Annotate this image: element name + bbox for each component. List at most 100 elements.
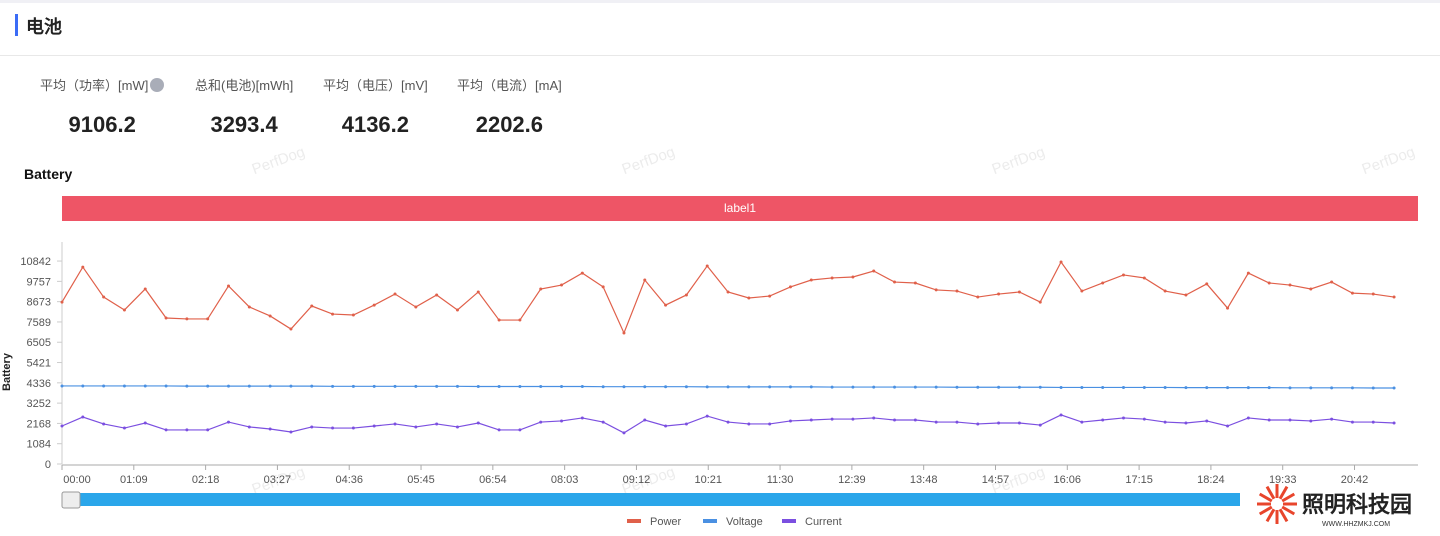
data-point (206, 317, 210, 321)
y-tick-label: 9757 (27, 276, 51, 288)
data-point (913, 385, 917, 389)
data-point (497, 385, 501, 389)
data-point (518, 428, 522, 432)
series-line (61, 260, 1395, 335)
data-point (1392, 295, 1396, 299)
data-point (1267, 386, 1271, 390)
data-point (1246, 271, 1250, 275)
y-tick-label: 3252 (27, 398, 51, 410)
data-point (830, 417, 834, 421)
legend-swatch (627, 519, 641, 523)
data-point (539, 420, 543, 424)
y-tick-label: 6505 (27, 337, 51, 349)
data-point (539, 287, 543, 291)
data-point (768, 385, 772, 389)
data-point (268, 384, 272, 388)
data-point (997, 385, 1001, 389)
data-point (372, 424, 376, 428)
data-point (206, 384, 210, 388)
data-point (143, 421, 147, 425)
data-point (851, 417, 855, 421)
y-tick-label: 4336 (27, 378, 51, 390)
data-point (1038, 300, 1042, 304)
data-point (1205, 419, 1209, 423)
x-tick-label: 14:57 (982, 474, 1010, 486)
data-point (1059, 413, 1063, 417)
data-point (289, 430, 293, 434)
logo-ray (1258, 492, 1273, 503)
data-point (747, 385, 751, 389)
top-border (0, 0, 1440, 3)
chart-title: Battery (24, 166, 72, 182)
stat: 总和(电池)[mWh] 3293.4 (195, 75, 293, 138)
logo-ray (1265, 508, 1276, 523)
data-point (102, 422, 106, 426)
y-tick-label: 1084 (27, 439, 51, 451)
stat-value: 4136.2 (341, 112, 410, 137)
data-point (289, 327, 293, 331)
data-point (1142, 276, 1146, 280)
data-point (1267, 418, 1271, 422)
data-point (1371, 292, 1375, 296)
data-point (1205, 282, 1209, 286)
x-tick-label: 19:33 (1269, 474, 1297, 486)
data-point (955, 289, 959, 293)
data-point (227, 420, 231, 424)
data-point (227, 284, 231, 288)
x-tick-label: 02:18 (192, 474, 220, 486)
data-point (580, 385, 584, 389)
x-tick-label: 13:48 (910, 474, 938, 486)
stat-value: 2202.6 (475, 112, 544, 137)
data-point (206, 428, 210, 432)
help-icon[interactable] (150, 78, 165, 92)
data-point (102, 295, 106, 299)
data-point (143, 384, 147, 388)
data-point (768, 422, 772, 426)
data-point (393, 422, 397, 426)
data-point (788, 285, 792, 289)
data-point (601, 420, 605, 424)
data-point (247, 305, 251, 309)
data-point (643, 385, 647, 389)
data-point (476, 290, 480, 294)
data-point (1142, 385, 1146, 389)
stat-label: 平均（电流）[mA] (457, 78, 562, 93)
data-point (1017, 421, 1021, 425)
data-point (851, 385, 855, 389)
annotation-band (62, 196, 1418, 221)
data-point (601, 285, 605, 289)
slider-handle[interactable] (61, 491, 81, 509)
data-point (643, 418, 647, 422)
data-point (310, 384, 314, 388)
data-point (476, 421, 480, 425)
y-tick-label: 8673 (27, 297, 51, 309)
legend-swatch (703, 519, 717, 523)
data-point (1038, 423, 1042, 427)
stat-label: 平均（电压）[mV] (323, 78, 428, 93)
page-title: 电池 (26, 17, 62, 37)
y-tick-label: 10842 (20, 256, 51, 268)
data-point (872, 385, 876, 389)
data-point (1184, 386, 1188, 390)
data-point (1101, 281, 1105, 285)
data-point (747, 422, 751, 426)
stat: 平均（电压）[mV] 4136.2 (323, 75, 428, 138)
stat-label: 总和(电池)[mWh] (195, 78, 294, 93)
data-point (1142, 417, 1146, 421)
x-tick-label: 03:27 (264, 474, 292, 486)
data-point (1392, 421, 1396, 425)
data-point (1121, 416, 1125, 420)
data-point (60, 300, 64, 304)
data-point (1163, 385, 1167, 389)
title-accent (15, 14, 18, 36)
data-point (164, 316, 168, 320)
data-point (809, 278, 813, 282)
x-tick-label: 06:54 (479, 474, 507, 486)
x-tick-label: 09:12 (623, 474, 651, 486)
data-point (81, 384, 85, 388)
data-point (1309, 287, 1313, 291)
logo-ray (1278, 485, 1289, 500)
data-point (1184, 293, 1188, 297)
zoom-slider (62, 493, 1240, 506)
